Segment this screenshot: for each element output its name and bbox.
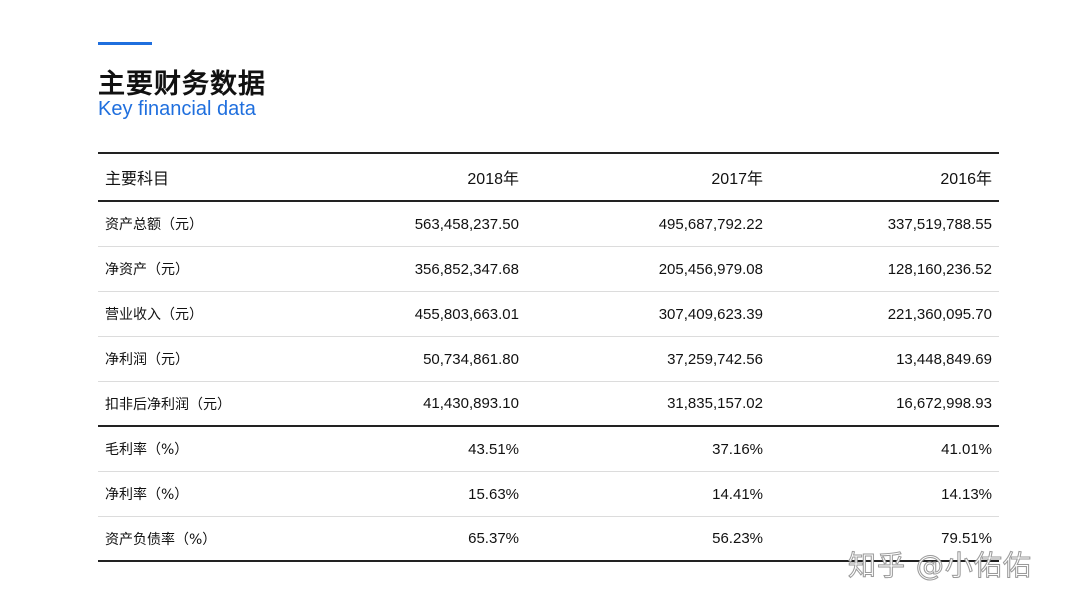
cell-2016: 128,160,236.52 — [887, 260, 992, 278]
header-2017: 2017年 — [711, 171, 763, 188]
row-label: 净资产（元） — [105, 262, 189, 278]
cell-2018: 65.37% — [468, 530, 519, 547]
cell-2016: 221,360,095.70 — [887, 305, 992, 323]
cell-2018: 563,458,237.50 — [414, 215, 519, 233]
cell-2018: 50,734,861.80 — [423, 350, 519, 368]
cell-2018: 455,803,663.01 — [414, 305, 519, 323]
table-row: 资产总额（元） 563,458,237.50 495,687,792.22 33… — [98, 202, 999, 247]
table-header: 主要科目 2018年 2017年 2016年 — [98, 152, 999, 202]
cell-2017: 37,259,742.56 — [667, 350, 763, 368]
financial-table: 主要科目 2018年 2017年 2016年 资产总额（元） 563,458,2… — [98, 152, 999, 562]
cell-2016: 41.01% — [941, 440, 992, 458]
row-label: 毛利率（%） — [105, 442, 189, 458]
header-2016: 2016年 — [940, 171, 992, 188]
table-row: 毛利率（%） 43.51% 37.16% 41.01% — [98, 427, 999, 472]
table-row: 净资产（元） 356,852,347.68 205,456,979.08 128… — [98, 247, 999, 292]
cell-2016: 79.51% — [941, 530, 992, 547]
cell-2016: 16,672,998.93 — [896, 395, 992, 412]
cell-2018: 43.51% — [468, 440, 519, 458]
cell-2017: 307,409,623.39 — [658, 305, 763, 323]
page-title: 主要财务数据 — [98, 69, 266, 100]
table-row: 营业收入（元） 455,803,663.01 307,409,623.39 22… — [98, 292, 999, 337]
cell-2018: 41,430,893.10 — [423, 395, 519, 412]
zhihu-watermark: 知乎 @小佑佑 — [848, 549, 1032, 583]
header-2018: 2018年 — [467, 171, 519, 188]
table-row: 资产负债率（%） 65.37% 56.23% 79.51% — [98, 517, 999, 562]
cell-2018: 356,852,347.68 — [414, 260, 519, 278]
table-row: 扣非后净利润（元） 41,430,893.10 31,835,157.02 16… — [98, 382, 999, 427]
header-subject: 主要科目 — [105, 169, 170, 188]
page-subtitle: Key financial data — [98, 98, 256, 120]
cell-2017: 56.23% — [712, 530, 763, 547]
row-label: 营业收入（元） — [105, 307, 203, 323]
table-row: 净利率（%） 15.63% 14.41% 14.13% — [98, 472, 999, 517]
row-label: 资产总额（元） — [105, 217, 203, 233]
cell-2016: 13,448,849.69 — [896, 350, 992, 368]
cell-2017: 495,687,792.22 — [658, 215, 763, 233]
row-label: 净利润（元） — [105, 352, 189, 368]
cell-2018: 15.63% — [468, 485, 519, 503]
cell-2016: 337,519,788.55 — [887, 215, 992, 233]
row-label: 资产负债率（%） — [105, 531, 217, 548]
cell-2017: 14.41% — [712, 485, 763, 503]
row-label: 扣非后净利润（元） — [105, 396, 231, 413]
cell-2017: 31,835,157.02 — [667, 395, 763, 412]
cell-2017: 205,456,979.08 — [658, 260, 763, 278]
cell-2016: 14.13% — [941, 485, 992, 503]
table-row: 净利润（元） 50,734,861.80 37,259,742.56 13,44… — [98, 337, 999, 382]
row-label: 净利率（%） — [105, 487, 189, 503]
cell-2017: 37.16% — [712, 440, 763, 458]
title-accent-line — [98, 42, 152, 45]
